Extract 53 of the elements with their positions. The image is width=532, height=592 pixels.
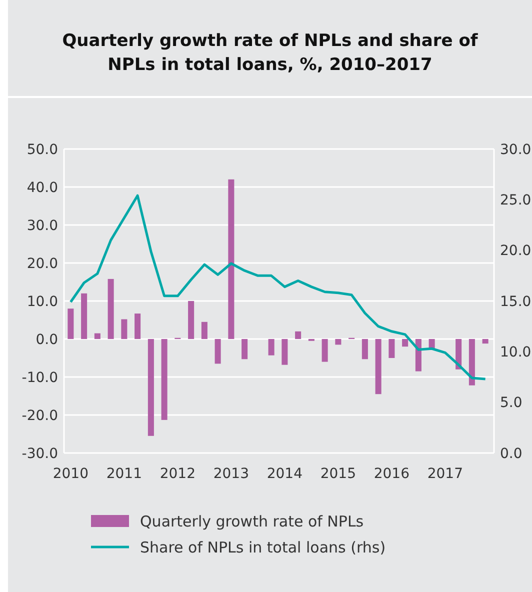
bar (134, 314, 141, 339)
y2-tick-label: 30.0 (500, 142, 532, 158)
y-tick-label: 50.0 (26, 142, 58, 158)
y2-tick-label: 25.0 (500, 192, 532, 209)
bar (242, 339, 248, 360)
y-tick-label: -10.0 (22, 370, 58, 386)
y-tick-label: 20.0 (26, 256, 58, 272)
y-tick-label: 0.0 (36, 332, 58, 348)
legend-label: Quarterly growth rate of NPLs (140, 512, 364, 530)
y2-tick-label: 20.0 (500, 243, 532, 260)
bar (415, 339, 422, 372)
bar (94, 333, 100, 339)
line-series (69, 194, 487, 380)
y-tick-label: 10.0 (26, 294, 58, 310)
y2-tick-label: 10.0 (500, 344, 532, 361)
bar (228, 179, 234, 339)
bar (68, 308, 74, 339)
bar (295, 331, 302, 339)
bar (282, 339, 288, 365)
bar (362, 339, 368, 360)
legend-label: Share of NPLs in total loans (rhs) (140, 538, 386, 556)
bar (268, 339, 274, 356)
y2-tick-label: 15.0 (500, 294, 532, 310)
bar (214, 339, 221, 364)
bar (388, 339, 395, 358)
bar (201, 322, 208, 339)
bar (322, 339, 328, 362)
bar (375, 339, 382, 394)
bar (121, 319, 128, 339)
bar (188, 301, 194, 339)
bar (161, 339, 168, 420)
bar (81, 293, 88, 339)
bar (148, 339, 154, 436)
y-tick-label: -30.0 (22, 446, 58, 462)
y-tick-label: 40.0 (26, 180, 58, 196)
y2-tick-label: 5.0 (500, 395, 522, 412)
x-tick-label: 2013 (213, 466, 250, 482)
x-tick-label: 2015 (320, 466, 356, 482)
y-tick-label: -20.0 (22, 408, 58, 424)
x-tick-label: 2011 (106, 466, 142, 482)
bar (482, 339, 488, 344)
x-tick-label: 2010 (52, 466, 89, 482)
chart-title: Quarterly growth rate of NPLs and share of NPLs in total loans, %, 2010–2017 (62, 31, 478, 75)
x-tick-label: 2016 (374, 466, 410, 482)
x-tick-label: 2017 (427, 466, 464, 482)
y-tick-label: 30.0 (26, 218, 58, 234)
bar (402, 339, 408, 347)
x-tick-label: 2012 (160, 466, 196, 482)
bar (468, 339, 475, 386)
bar (108, 278, 114, 339)
y2-tick-label: 0.0 (500, 446, 522, 462)
bar (335, 339, 342, 345)
x-tick-label: 2014 (266, 466, 303, 482)
